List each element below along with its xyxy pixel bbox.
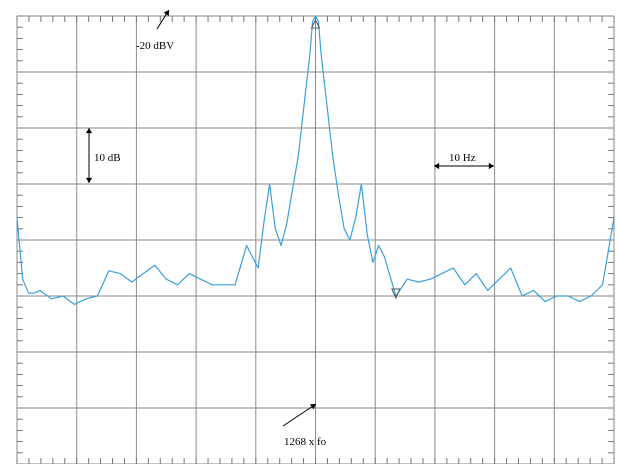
center-frequency-arrow-head [310,404,316,410]
y-scale-label: 10 dB [94,152,121,164]
center-frequency-label: 1268 x fo [284,436,327,448]
x-scale-label: 10 Hz [449,152,476,164]
ref-level-arrow-head [163,10,169,16]
center-frequency-arrow [282,403,317,427]
y-scale-arrow-tail [85,128,93,134]
x-scale-arrow-tail [434,162,440,170]
grid [16,15,615,464]
annotations: -20 dBV 10 dB 10 Hz 1268 x fo [85,9,494,448]
peak-marker [310,18,321,29]
delta-marker [391,288,401,300]
tick-marks [16,15,615,464]
ref-level-label: -20 dBV [136,40,174,52]
spectrum-trace [16,15,615,305]
y-scale-arrow-head [85,177,93,183]
x-scale-arrow-head [488,162,494,170]
marker-layer [310,18,401,300]
trace-layer [16,15,615,305]
